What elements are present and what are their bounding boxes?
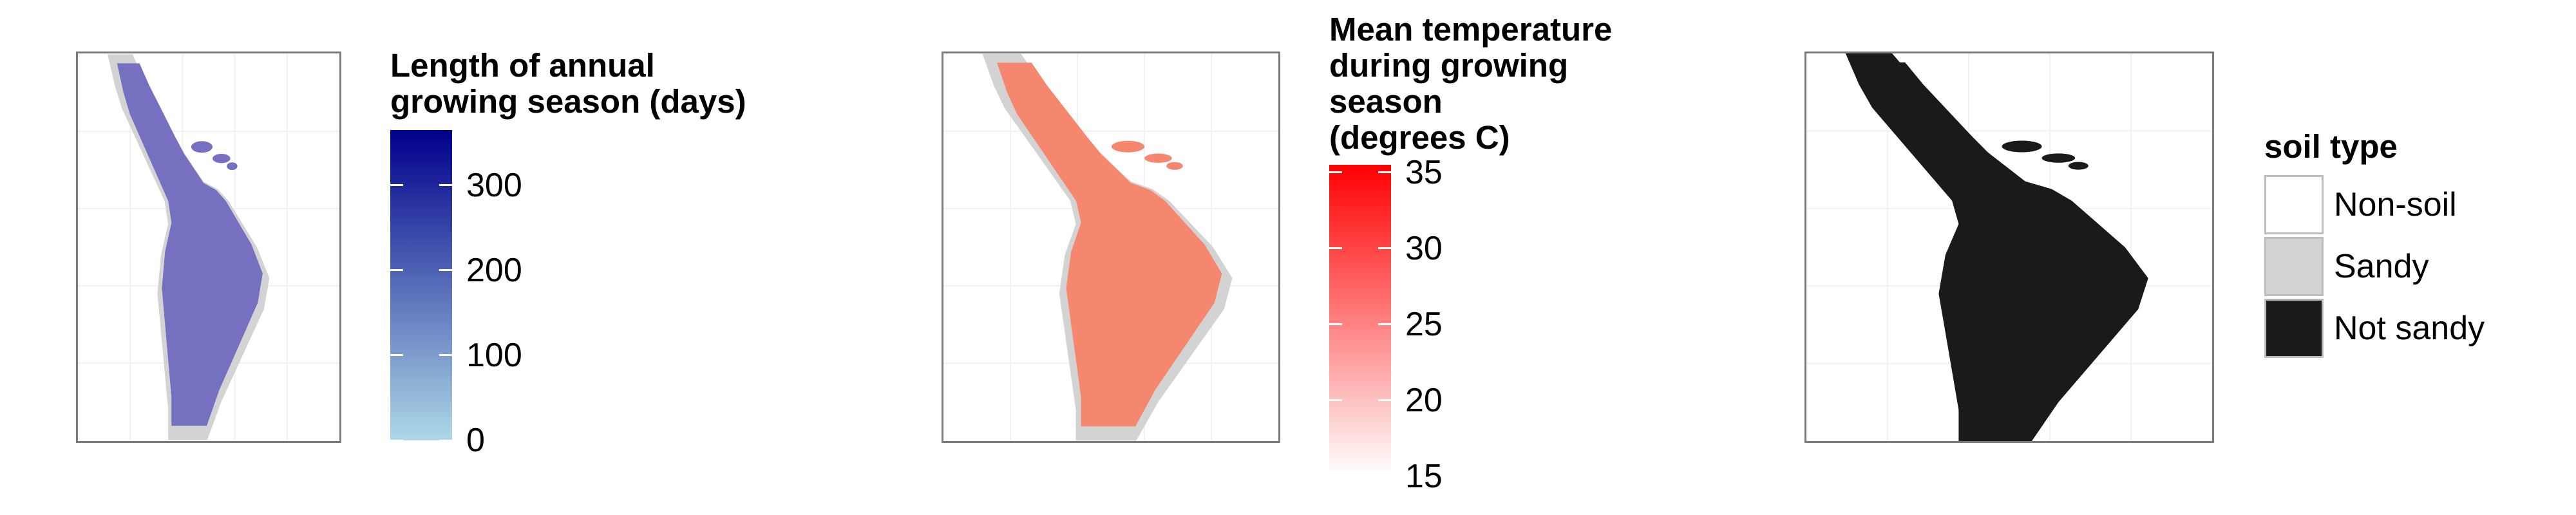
colorbar-tick-right <box>1378 247 1391 250</box>
colorbar-tick-label: 100 <box>466 336 522 374</box>
island <box>1144 153 1172 163</box>
land-value-region <box>997 62 1222 427</box>
colorbar-tick-left <box>1329 171 1342 174</box>
colorbar-tick-label: 30 <box>1405 229 1443 267</box>
colorbar-tick-right <box>1378 399 1391 402</box>
colorbar-tick-left <box>1329 399 1342 402</box>
colorbar-tick-left <box>1329 323 1342 326</box>
colorbar-tick-label: 25 <box>1405 305 1443 343</box>
legend-swatch <box>2264 237 2324 296</box>
island <box>1111 140 1145 153</box>
legend-title-mean-temperature: Mean temperature during growing season (… <box>1329 12 1612 156</box>
map-soil-type-svg <box>1806 53 2212 441</box>
colorbar-tick-right <box>439 269 452 272</box>
map-growing-season-svg <box>78 54 339 440</box>
legend-title-line: Length of annual <box>390 47 655 84</box>
colorbar-tick-left <box>390 354 403 357</box>
land-value-region <box>1863 62 2136 427</box>
map-mean-temperature <box>942 52 1280 443</box>
land-value-region <box>117 63 263 426</box>
map-growing-season <box>76 52 341 443</box>
island <box>2041 153 2076 163</box>
colorbar-tick-right <box>1378 323 1391 326</box>
colorbar-tick-label: 200 <box>466 251 522 289</box>
legend-title-growing-season: Length of annual growing season (days) <box>390 48 746 120</box>
legend-swatch <box>2264 299 2324 358</box>
colorbar-tick-left <box>1329 475 1342 478</box>
colorbar-tick-right <box>1378 171 1391 174</box>
legend-swatch-label: Not sandy <box>2334 310 2485 347</box>
legend-title-line: Mean temperature <box>1329 11 1613 48</box>
island <box>213 154 231 164</box>
island <box>2002 140 2042 153</box>
colorbar-tick-right <box>1378 475 1391 478</box>
map-soil-type <box>1804 52 2214 443</box>
island <box>227 162 238 171</box>
colorbar-tick-left <box>390 184 403 187</box>
legend-swatch-label: Sandy <box>2334 248 2429 285</box>
colorbar-tick-right <box>439 184 452 187</box>
colorbar-tick-label: 0 <box>466 422 485 459</box>
colorbar-tick-left <box>390 269 403 272</box>
legend-swatch <box>2264 175 2324 234</box>
colorbar-mean-temperature <box>1329 165 1391 476</box>
colorbar-tick-label: 15 <box>1405 458 1443 495</box>
legend-title-soil-type: soil type <box>2264 129 2398 165</box>
legend-title-line: during growing <box>1329 47 1569 84</box>
colorbar-growing-season <box>390 130 452 440</box>
colorbar-tick-left <box>1329 247 1342 250</box>
colorbar-tick-right <box>439 439 452 442</box>
island <box>191 141 213 153</box>
colorbar-tick-right <box>439 354 452 357</box>
map-mean-temperature-svg <box>943 53 1278 441</box>
legend-title-line: growing season (days) <box>390 83 746 120</box>
legend-title-line: season <box>1329 83 1443 120</box>
legend-swatch-label: Non-soil <box>2334 186 2457 223</box>
legend-title-line: (degrees C) <box>1329 119 1510 156</box>
island <box>2068 162 2088 170</box>
colorbar-tick-label: 300 <box>466 166 522 204</box>
colorbar-tick-label: 35 <box>1405 153 1443 191</box>
island <box>1166 162 1183 170</box>
colorbar-tick-label: 20 <box>1405 381 1443 419</box>
colorbar-tick-left <box>390 439 403 442</box>
legend-title-line: soil type <box>2264 128 2398 165</box>
